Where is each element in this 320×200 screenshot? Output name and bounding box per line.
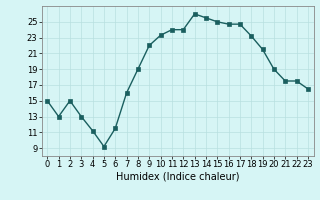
X-axis label: Humidex (Indice chaleur): Humidex (Indice chaleur)	[116, 172, 239, 182]
